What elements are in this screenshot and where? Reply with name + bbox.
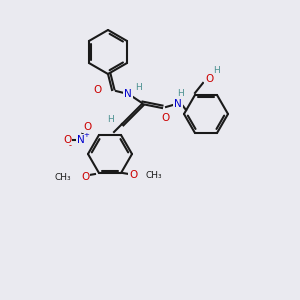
Text: H: H [106, 115, 113, 124]
Text: H: H [178, 88, 184, 98]
Text: O: O [129, 170, 137, 180]
Text: O: O [63, 135, 71, 145]
Text: +: + [83, 132, 89, 138]
Text: CH₃: CH₃ [54, 172, 71, 182]
Text: O: O [205, 74, 213, 84]
Text: O: O [81, 172, 89, 182]
Text: N: N [77, 135, 85, 145]
Text: N: N [124, 89, 132, 99]
Text: -: - [69, 142, 72, 151]
Text: H: H [214, 66, 220, 75]
Text: O: O [83, 122, 91, 132]
Text: O: O [162, 113, 170, 123]
Text: O: O [94, 85, 102, 95]
Text: N: N [174, 99, 182, 109]
Text: H: H [135, 82, 141, 91]
Text: CH₃: CH₃ [145, 171, 162, 180]
